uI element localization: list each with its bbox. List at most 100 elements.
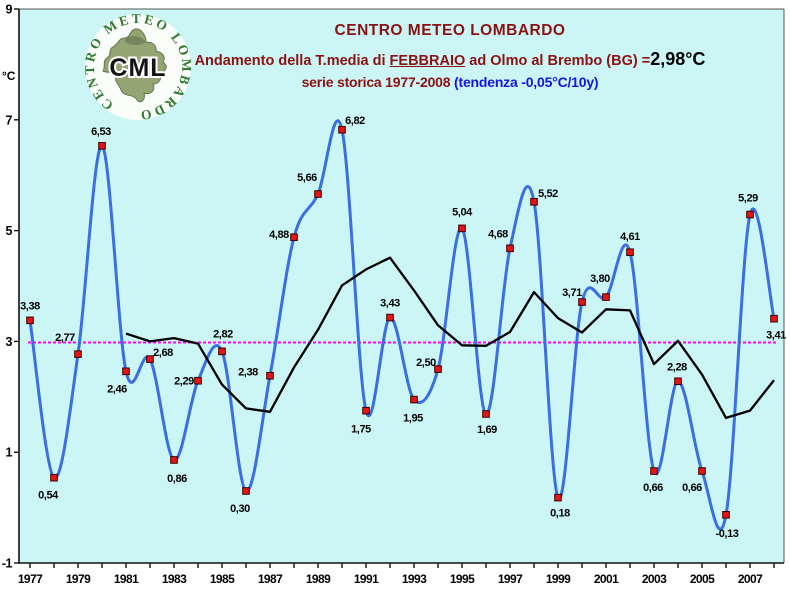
data-point-label: 2,77 (55, 332, 75, 344)
data-point-label: 3,43 (380, 298, 400, 310)
data-point-marker (578, 298, 586, 306)
x-axis-year-label: 2005 (690, 572, 715, 586)
moving-average-line (125, 256, 775, 420)
data-point-marker (266, 371, 274, 380)
subtitle-mid: ad Olmo al Brembo (BG) = (465, 53, 651, 69)
data-point-label: 5,29 (738, 193, 758, 205)
chart-title: CENTRO METEO LOMBARDO (334, 22, 566, 39)
data-point-marker (146, 355, 154, 363)
data-point-label: 0,66 (643, 482, 663, 494)
data-point-marker (194, 376, 202, 385)
data-point-label: 0,30 (230, 503, 250, 515)
data-point-marker (530, 197, 538, 206)
x-axis-year-label: 1999 (546, 572, 571, 586)
subtitle-mean-value: 2,98°C (650, 49, 706, 69)
data-point-marker (698, 467, 706, 475)
data-point-label: 0,18 (550, 508, 570, 520)
data-point-marker (242, 487, 250, 495)
data-point-marker (290, 233, 298, 242)
trend-text: (tendenza -0,05°C/10y) (454, 74, 599, 90)
data-point-label: 1,95 (403, 413, 423, 425)
data-point-marker (314, 190, 322, 198)
y-axis-tick-label: -1 (2, 557, 13, 571)
data-point-label: 2,82 (213, 328, 233, 340)
data-point-marker (746, 210, 754, 219)
data-point-label: 4,88 (269, 229, 289, 241)
data-point-marker (770, 314, 778, 323)
data-point-marker (458, 224, 466, 233)
data-point-marker (50, 473, 58, 482)
x-axis-year-label: 1985 (210, 572, 235, 586)
data-point-marker (650, 467, 658, 475)
data-point-label: 2,68 (153, 347, 173, 359)
x-axis-year-label: 1989 (306, 572, 331, 586)
cml-logo: CENTRO METEO LOMBARDO CML (83, 11, 192, 121)
x-axis-year-label: 1991 (354, 572, 379, 586)
data-point-marker (122, 367, 130, 376)
data-point-label: 5,52 (538, 188, 558, 200)
chart-series-line: serie storica 1977-2008 (tendenza -0,05°… (150, 74, 750, 90)
y-axis-tick-label: 7 (6, 113, 13, 127)
y-axis-tick-label: 9 (6, 3, 13, 17)
data-point-marker (74, 350, 82, 358)
series-storica-text: serie storica 1977-2008 (301, 74, 455, 90)
x-axis-year-label: 1983 (162, 572, 187, 586)
x-axis-year-label: 1987 (258, 572, 283, 586)
data-point-label: 3,80 (590, 273, 610, 285)
lombardy-map-shape (102, 28, 167, 103)
x-axis-year-label: 2003 (642, 572, 667, 586)
data-point-marker (362, 406, 370, 415)
data-point-marker (482, 410, 490, 418)
data-point-marker (722, 511, 730, 519)
data-point-marker (626, 248, 634, 257)
x-axis-year-label: 1995 (450, 572, 475, 586)
x-axis-year-label: 2007 (738, 572, 763, 586)
alps-texture (125, 36, 146, 45)
data-point-label: 0,54 (38, 490, 59, 502)
data-point-label: 2,38 (238, 367, 258, 379)
data-point-marker (674, 377, 682, 386)
data-point-label: 5,04 (452, 206, 473, 218)
data-point-marker (26, 316, 34, 325)
subtitle-prefix: Andamento della T.media di (194, 53, 390, 69)
data-point-label: -0,13 (715, 528, 738, 540)
data-point-marker (506, 244, 514, 253)
data-point-label: 3,38 (20, 300, 40, 312)
data-point-marker (410, 395, 418, 404)
data-point-label: 3,71 (562, 287, 582, 299)
data-point-label: 0,86 (167, 473, 187, 485)
data-point-label: 3,41 (766, 330, 786, 342)
chart-subtitle: Andamento della T.media di FEBBRAIO ad O… (150, 49, 750, 70)
data-point-marker (218, 347, 226, 356)
data-point-label: 2,46 (107, 383, 127, 395)
data-point-label: 1,75 (351, 424, 371, 436)
data-point-label: 6,82 (345, 115, 365, 127)
data-point-label: 6,53 (91, 126, 111, 138)
x-axis-year-label: 1977 (18, 572, 43, 586)
y-axis-unit-label: °C (2, 69, 16, 83)
x-axis-year-label: 1979 (66, 572, 91, 586)
data-point-label: 0,66 (682, 482, 702, 494)
data-point-label: 1,69 (477, 424, 497, 436)
x-axis-year-label: 1981 (114, 572, 139, 586)
data-point-marker (434, 365, 442, 373)
data-point-label: 2,29 (174, 376, 194, 388)
x-axis-year-label: 2001 (594, 572, 619, 586)
subtitle-month: FEBBRAIO (389, 53, 466, 69)
logo-cml-text: CML (109, 54, 166, 82)
data-point-label: 5,66 (297, 172, 317, 184)
x-axis-year-label: 1993 (402, 572, 427, 586)
data-point-label: 2,50 (416, 357, 436, 369)
y-axis-tick-label: 1 (6, 446, 13, 460)
data-point-marker (554, 493, 562, 502)
y-axis-tick-label: 5 (6, 224, 13, 238)
data-point-marker (602, 293, 610, 301)
y-axis-tick-label: 3 (6, 335, 13, 349)
data-point-marker (338, 125, 346, 134)
data-point-label: 4,68 (488, 228, 508, 240)
data-point-label: 2,28 (667, 361, 687, 373)
data-point-marker (170, 456, 178, 464)
data-point-marker (98, 142, 106, 150)
